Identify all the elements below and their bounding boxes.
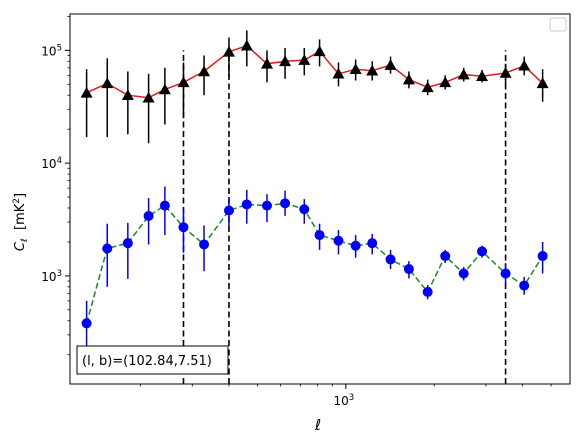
series-layer — [80, 30, 549, 351]
circle-marker — [385, 254, 396, 265]
triangle-marker — [279, 55, 292, 67]
triangle-marker — [439, 76, 452, 88]
y-label-subscript: ℓ — [20, 238, 30, 243]
circle-marker — [519, 280, 530, 291]
triangle-marker — [476, 70, 489, 81]
circle-marker — [143, 210, 154, 221]
series-1 — [81, 186, 548, 351]
triangle-marker — [349, 63, 362, 75]
annotation-box: (l, b)=(102.84,7.51) — [76, 345, 229, 375]
y-tick-label: 104 — [41, 156, 62, 171]
triangle-marker — [222, 45, 235, 57]
triangle-marker — [421, 81, 434, 93]
plot-frame — [69, 13, 571, 385]
triangle-marker — [457, 68, 470, 80]
y-axis-label: Cℓ [mK2] — [12, 193, 30, 251]
annotation-text: (l, b)=(102.84,7.51) — [82, 354, 212, 369]
circle-marker — [350, 240, 361, 251]
y-label-unit-exponent: 2 — [12, 198, 22, 204]
circle-marker — [458, 268, 469, 279]
circle-marker — [102, 243, 113, 254]
circle-marker — [199, 239, 210, 250]
series-line — [85, 202, 544, 324]
circle-marker — [477, 246, 488, 257]
circle-marker — [241, 199, 252, 210]
circle-marker — [178, 222, 189, 233]
circle-marker — [262, 200, 273, 211]
circle-marker — [280, 198, 291, 209]
triangle-marker — [518, 59, 531, 71]
circle-marker — [403, 264, 414, 275]
triangle-marker — [142, 91, 155, 103]
circle-marker — [159, 200, 170, 211]
circle-marker — [367, 238, 378, 249]
series-0 — [80, 30, 549, 144]
triangle-marker — [384, 59, 397, 70]
circle-marker — [81, 318, 92, 329]
triangle-marker — [198, 65, 211, 77]
triangle-marker — [298, 54, 311, 65]
circle-marker — [422, 286, 433, 297]
y-label-unit: [mK — [13, 203, 28, 238]
x-tick-label: 103 — [333, 393, 354, 408]
circle-marker — [500, 268, 511, 279]
triangle-marker — [499, 66, 512, 78]
circle-marker — [333, 235, 344, 246]
y-label-unit-close: ] — [13, 193, 28, 198]
triangle-marker — [332, 67, 345, 79]
circle-marker — [299, 204, 310, 215]
circle-marker — [122, 238, 133, 249]
x-axis-label: ℓ — [314, 416, 321, 434]
triangle-marker — [536, 77, 549, 89]
triangle-marker — [402, 73, 415, 85]
triangle-marker — [261, 57, 274, 69]
vertical-reference-lines — [182, 50, 507, 384]
circle-marker — [314, 230, 325, 241]
legend-box — [549, 17, 567, 32]
triangle-marker — [158, 83, 171, 95]
axis-ticks: 103 104 105 103 — [41, 15, 552, 408]
triangle-marker — [240, 39, 253, 51]
y-tick-label: 103 — [41, 269, 62, 284]
y-label-symbol: C — [13, 241, 28, 251]
triangle-marker — [177, 76, 190, 88]
circle-marker — [223, 205, 234, 216]
y-tick-label: 105 — [41, 43, 62, 58]
triangle-marker — [101, 77, 114, 89]
triangle-marker — [313, 45, 326, 57]
triangle-marker — [366, 64, 379, 76]
circle-marker — [440, 251, 451, 262]
triangle-marker — [121, 89, 134, 101]
circle-marker — [537, 251, 548, 262]
series-line — [86, 44, 544, 99]
triangle-marker — [80, 86, 93, 98]
